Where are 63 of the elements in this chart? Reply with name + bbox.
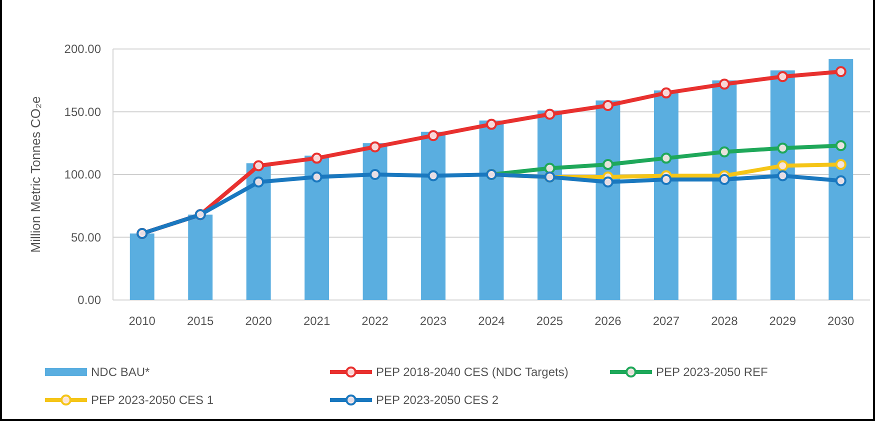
bar [538,110,562,300]
x-tick-label: 2021 [303,314,330,328]
x-tick-label: 2022 [362,314,389,328]
point [311,172,322,183]
x-tick-label: 2028 [711,314,738,328]
x-tick-label: 2030 [828,314,855,328]
x-tick-label: 2020 [245,314,272,328]
point [777,160,788,172]
point [544,162,556,174]
bar [246,163,271,300]
point [486,118,497,130]
legend-label: NDC BAU* [91,365,150,380]
bar [654,90,678,300]
x-tick-label: 2026 [594,314,622,328]
point [428,130,439,142]
point [777,142,788,154]
bar [362,143,388,300]
point [718,174,730,186]
legend-label: PEP 2023-2050 CES 2 [376,393,499,408]
x-tick-label: 2029 [769,314,796,328]
point [718,146,730,158]
y-tick-label: 200.00 [64,42,102,56]
point [835,158,846,170]
legend-label: PEP 2018-2040 CES (NDC Targets) [376,365,568,380]
point [777,71,788,82]
bar [188,214,213,300]
point [544,108,556,120]
point [253,160,264,172]
bar [130,233,154,300]
point [311,152,322,164]
legend-label: PEP 2023-2050 CES 1 [91,393,214,408]
point [660,174,672,186]
x-tick-label: 2010 [128,314,156,328]
bar [712,80,737,300]
y-tick-label: 150.00 [64,104,102,119]
point [253,176,264,188]
point [370,169,381,180]
legend-label: PEP 2023-2050 REF [656,365,768,380]
point [660,87,672,98]
point [660,152,672,164]
bar [479,120,504,300]
point [835,175,846,186]
y-tick-label: 100.00 [64,168,102,182]
point [835,140,846,152]
x-tick-label: 2025 [536,314,564,328]
point [602,158,614,170]
x-tick-label: 2015 [186,314,214,328]
point [370,141,381,152]
point [777,170,788,182]
x-tick-label: 2024 [478,314,506,328]
point [835,66,846,78]
y-axis-title: Million Metric Tonnes CO₂e [28,96,43,253]
point [602,176,614,188]
point [718,78,730,90]
bar [421,132,446,300]
point [602,100,614,111]
y-tick-label: 50.00 [70,230,102,244]
bar [304,156,330,300]
point [428,170,439,182]
y-tick-label: 0.00 [78,293,102,308]
bar [828,59,854,300]
x-tick-label: 2023 [420,314,447,328]
x-tick-label: 2027 [652,314,680,328]
